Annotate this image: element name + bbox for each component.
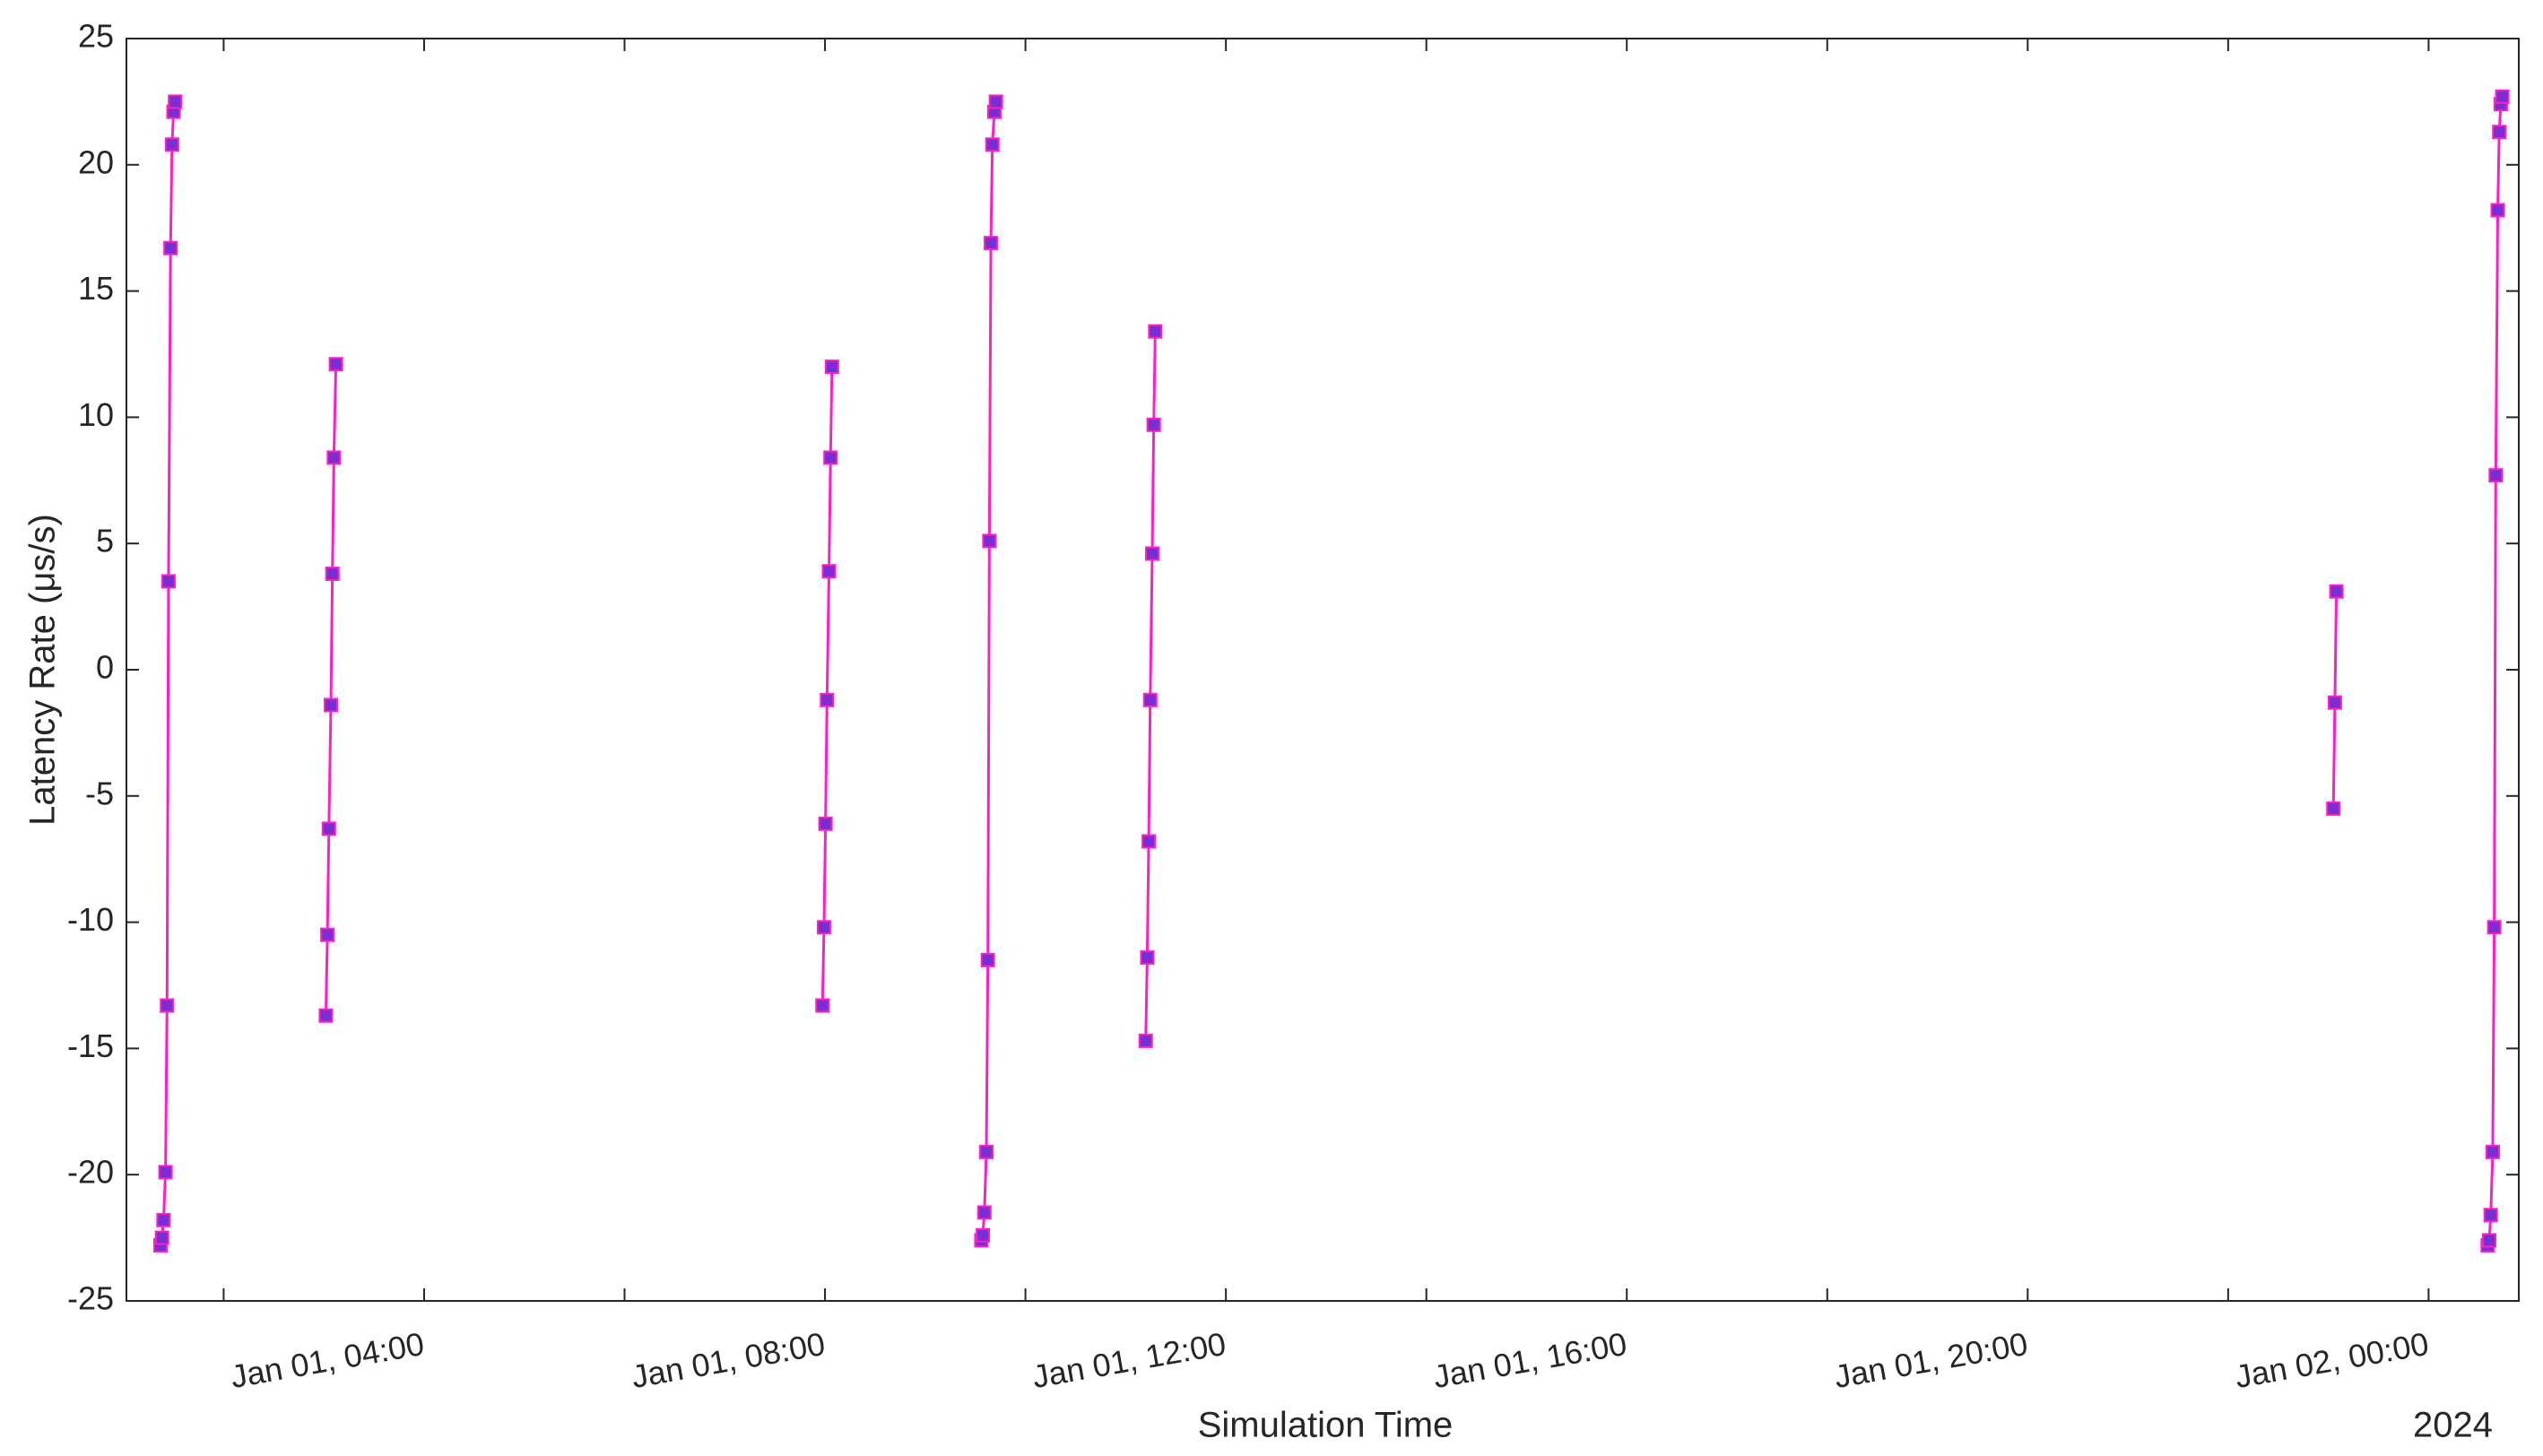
x-tick-label: Jan 01, 16:00 xyxy=(1430,1325,1629,1395)
x-tick-label: Jan 01, 20:00 xyxy=(1831,1325,2030,1395)
data-point xyxy=(2487,920,2502,935)
data-point xyxy=(1140,950,1155,966)
data-point xyxy=(321,821,336,836)
y-tick-label: -10 xyxy=(67,901,114,938)
data-point xyxy=(979,1144,994,1159)
data-point xyxy=(1144,546,1159,561)
data-point xyxy=(164,137,179,152)
data-point xyxy=(326,450,342,465)
data-point xyxy=(820,692,835,707)
data-point xyxy=(2329,584,2344,599)
data-point xyxy=(824,360,839,375)
data-point xyxy=(2490,203,2505,218)
data-point xyxy=(2482,1233,2497,1248)
y-tick-label: -25 xyxy=(67,1280,114,1317)
data-point xyxy=(816,920,831,935)
data-point xyxy=(976,1205,992,1220)
data-point xyxy=(156,1212,171,1227)
data-point xyxy=(2483,1208,2498,1223)
series-line xyxy=(159,96,2504,1246)
y-tick-label: -15 xyxy=(67,1027,114,1064)
data-point xyxy=(161,574,176,589)
y-tick-label: 0 xyxy=(96,649,114,686)
data-point xyxy=(328,357,343,372)
x-tick-label: Jan 01, 04:00 xyxy=(228,1325,427,1395)
data-point xyxy=(318,1008,334,1023)
data-point xyxy=(154,1230,169,1245)
data-point xyxy=(821,564,837,579)
y-tick-label: -5 xyxy=(85,775,114,811)
data-point xyxy=(163,240,178,256)
data-point xyxy=(2326,801,2341,816)
y-tick-label: 25 xyxy=(78,18,114,55)
y-tick-label: 15 xyxy=(78,270,114,307)
data-point xyxy=(2495,89,2510,104)
data-point xyxy=(1138,1033,1153,1048)
x-secondary-label: 2024 xyxy=(2413,1406,2493,1445)
data-point xyxy=(324,698,339,713)
data-point xyxy=(985,137,1000,152)
data-point xyxy=(160,998,175,1013)
y-tick-label: -20 xyxy=(67,1154,114,1191)
y-tick-label: 5 xyxy=(96,523,114,559)
data-point xyxy=(976,1227,991,1243)
data-point xyxy=(1148,324,1163,339)
data-point xyxy=(815,998,830,1013)
data-point xyxy=(325,566,340,581)
data-point xyxy=(980,952,995,967)
x-tick-label: Jan 02, 00:00 xyxy=(2232,1325,2431,1395)
x-axis-label: Simulation Time xyxy=(1198,1406,1454,1445)
data-point xyxy=(158,1165,173,1180)
data-point xyxy=(988,94,1003,109)
data-point xyxy=(2485,1144,2500,1159)
x-tick-label: Jan 01, 08:00 xyxy=(629,1325,828,1395)
data-point xyxy=(2327,695,2342,710)
data-point xyxy=(1141,834,1157,849)
y-axis-label: Latency Rate (μs/s) xyxy=(23,514,63,826)
data-point xyxy=(818,816,833,831)
data-point xyxy=(984,236,999,251)
plot-frame xyxy=(126,38,2520,1302)
y-tick-label: 20 xyxy=(78,143,114,180)
data-point xyxy=(2492,125,2507,140)
data-point xyxy=(823,450,838,465)
data-point xyxy=(168,94,183,109)
data-point xyxy=(2488,468,2504,483)
data-point xyxy=(1146,417,1161,432)
data-point xyxy=(982,533,997,549)
data-point xyxy=(1142,692,1158,707)
y-tick-label: 10 xyxy=(78,396,114,433)
data-point xyxy=(320,927,335,942)
x-tick-label: Jan 01, 12:00 xyxy=(1029,1325,1228,1395)
